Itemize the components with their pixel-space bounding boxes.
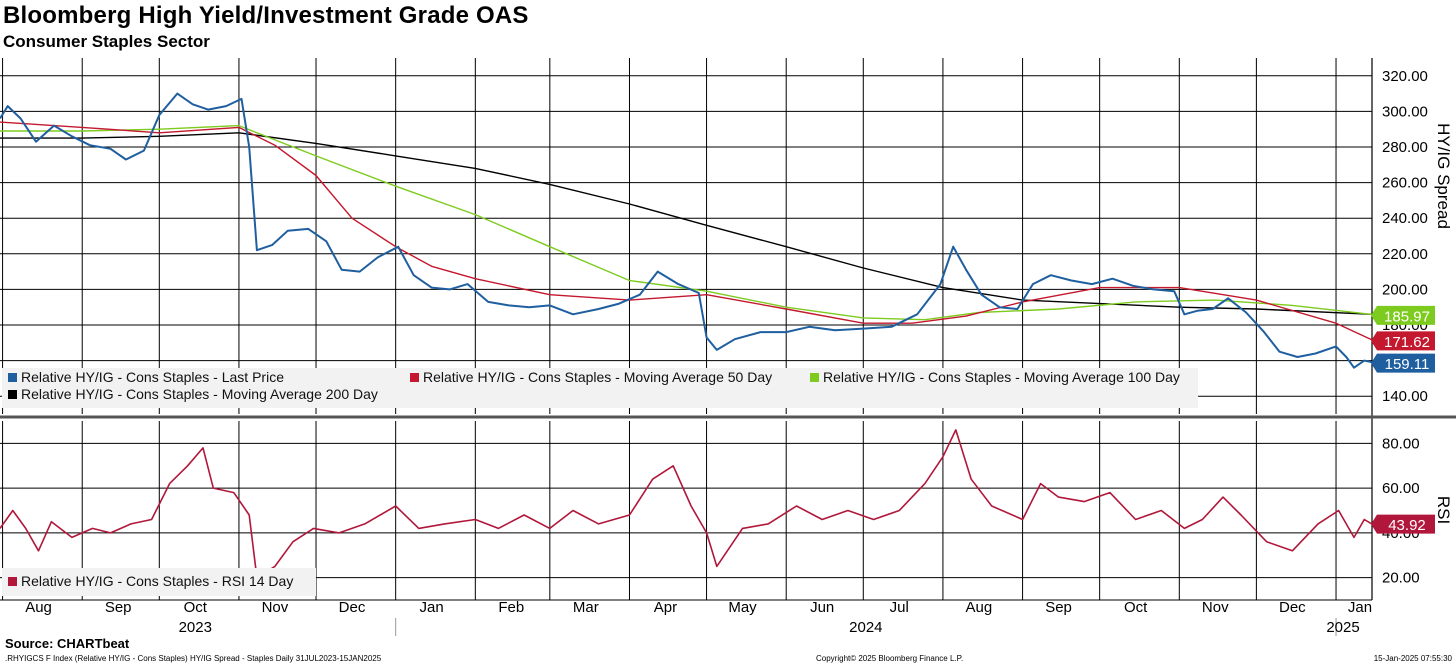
x-month-label: Sep (1045, 599, 1072, 616)
last-price-badge (1371, 353, 1435, 373)
ma100-value: 185.97 (1384, 308, 1430, 325)
rsi-panel-legend: Relative HY/IG - Cons Staples - RSI 14 D… (2, 568, 316, 596)
legend-background (2, 568, 316, 596)
x-month-label: Oct (184, 599, 208, 616)
last-value-badges: 185.97 171.62 159.11 43.92 (1371, 305, 1435, 534)
y-tick-label: 320.00 (1382, 68, 1428, 85)
y-tick-label: 220.00 (1382, 246, 1428, 263)
legend-swatch (8, 373, 17, 382)
x-month-label: Mar (573, 599, 599, 616)
y-tick-label: 20.00 (1382, 570, 1420, 587)
y-axis-title: HY/IG Spread (1434, 123, 1453, 229)
legend-label: Relative HY/IG - Cons Staples - Moving A… (21, 386, 378, 402)
legend-swatch (8, 577, 17, 586)
ma100-line (0, 124, 1373, 321)
x-month-label: Apr (654, 599, 677, 616)
source-label: Source: CHARTbeat (5, 636, 130, 651)
y-axis-title: RSI (1434, 496, 1453, 524)
x-month-label: Aug (966, 599, 993, 616)
x-month-label: Dec (1279, 599, 1306, 616)
x-axis-labels: Aug Sep Oct Nov Dec Jan Feb Mar Apr May Jun Jul Aug S… (25, 599, 1372, 636)
legend-background (2, 368, 1198, 408)
x-year-label: 2024 (849, 619, 882, 636)
x-month-label: Feb (498, 599, 524, 616)
x-month-label: Oct (1124, 599, 1148, 616)
y-axis-labels: 320.00 300.00 280.00 260.00 240.00 220.00 200.… (1382, 68, 1453, 587)
legend-label: Relative HY/IG - Cons Staples - Moving A… (423, 369, 772, 385)
footer-timestamp: 15-Jan-2025 07:55:30 (1373, 654, 1452, 663)
y-tick-label: 60.00 (1382, 480, 1420, 497)
price-panel-grid (0, 58, 1456, 600)
y-tick-label: 140.00 (1382, 388, 1428, 405)
ma50-value: 171.62 (1384, 334, 1430, 351)
price-panel-series (0, 92, 1373, 369)
footer-index-info: .RHYIGCS F Index (Relative HY/IG - Cons … (5, 654, 382, 663)
x-month-label: Nov (262, 599, 289, 616)
x-month-label: Aug (25, 599, 52, 616)
x-month-label: Jan (1348, 599, 1372, 616)
x-month-label: May (728, 599, 757, 616)
x-month-label: Jun (810, 599, 834, 616)
y-tick-label: 200.00 (1382, 281, 1428, 298)
last-price-line (0, 92, 1373, 369)
x-month-label: Jul (890, 599, 909, 616)
y-tick-label: 80.00 (1382, 435, 1420, 452)
y-tick-label: 280.00 (1382, 139, 1428, 156)
x-month-label: Dec (339, 599, 366, 616)
footer-copyright: Copyright© 2025 Bloomberg Finance L.P. (816, 654, 964, 663)
x-month-label: Sep (105, 599, 132, 616)
legend-swatch (8, 390, 17, 399)
legend-label: Relative HY/IG - Cons Staples - RSI 14 D… (21, 573, 293, 589)
ma50-badge (1371, 331, 1435, 351)
legend-label: Relative HY/IG - Cons Staples - Moving A… (823, 369, 1180, 385)
legend-swatch (410, 373, 419, 382)
legend-swatch (810, 373, 819, 382)
rsi-value: 43.92 (1388, 517, 1426, 534)
rsi-line (0, 429, 1373, 579)
x-year-label: 2025 (1326, 619, 1359, 636)
y-tick-label: 240.00 (1382, 210, 1428, 227)
chart-subtitle: Consumer Staples Sector (3, 32, 210, 51)
rsi-badge (1371, 514, 1435, 534)
x-month-label: Jan (420, 599, 444, 616)
ma100-badge (1371, 305, 1435, 325)
y-tick-label: 260.00 (1382, 175, 1428, 192)
chart-title: Bloomberg High Yield/Investment Grade OA… (3, 2, 529, 29)
legend-label: Relative HY/IG - Cons Staples - Last Pri… (21, 369, 284, 385)
y-tick-label: 300.00 (1382, 103, 1428, 120)
x-year-label: 2023 (179, 619, 212, 636)
rsi-panel-series (0, 429, 1373, 579)
price-panel-legend: Relative HY/IG - Cons Staples - Last Pri… (2, 368, 1198, 408)
x-month-label: Nov (1202, 599, 1229, 616)
last-price-value: 159.11 (1385, 356, 1430, 373)
